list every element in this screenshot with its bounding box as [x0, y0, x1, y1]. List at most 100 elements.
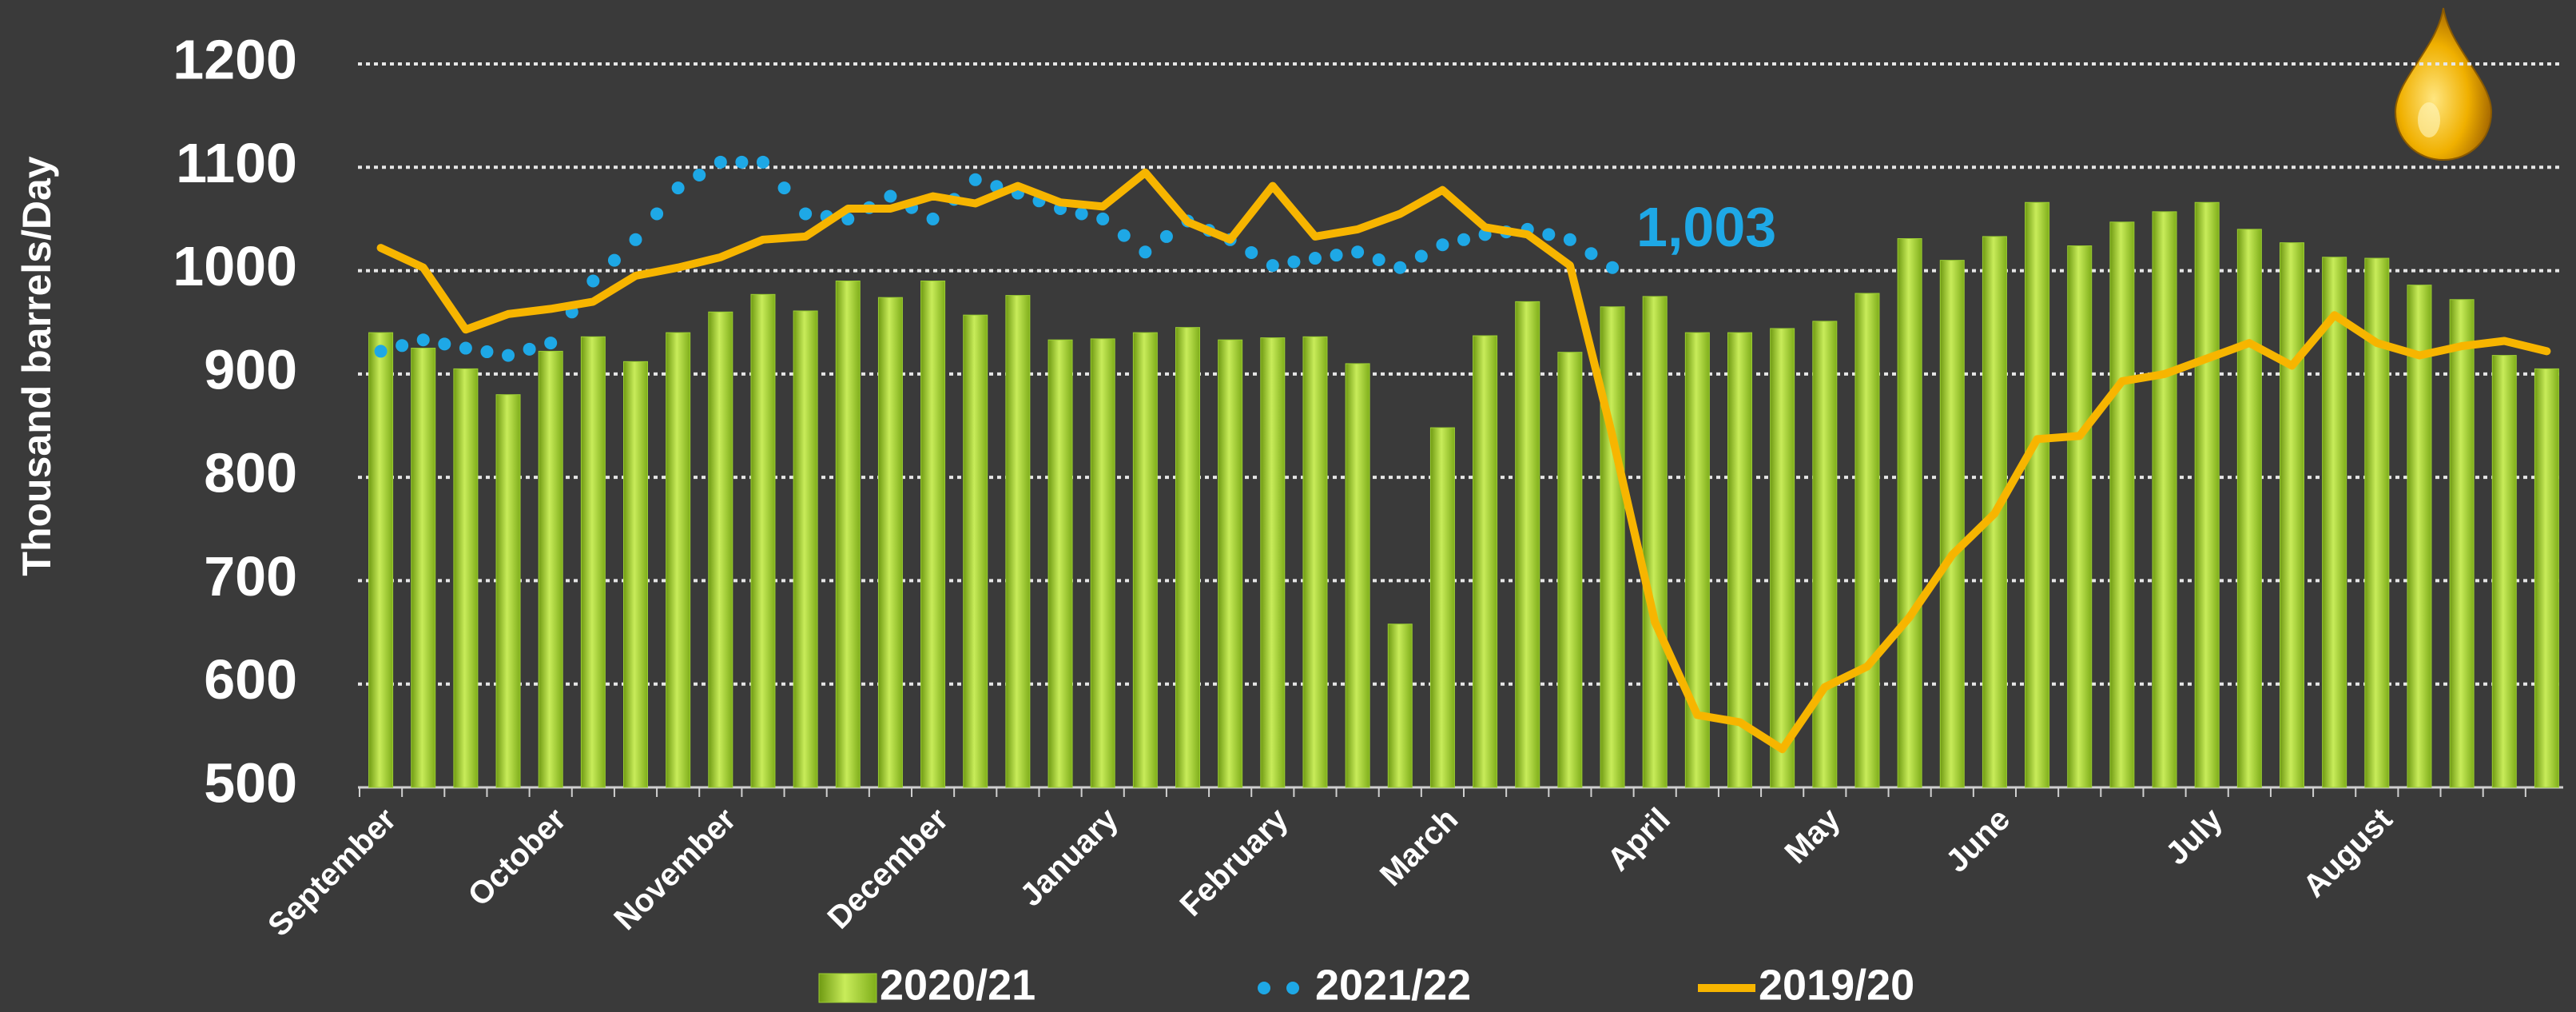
- bar: [1516, 301, 1540, 787]
- x-tick-label: May: [1779, 801, 1848, 871]
- line-dot: [1139, 245, 1151, 258]
- line-dot-connector: [608, 254, 621, 267]
- y-tick-label: 1200: [173, 28, 297, 90]
- line-dot-connector: [438, 337, 451, 350]
- bar: [1600, 307, 1624, 787]
- bar: [1218, 340, 1242, 787]
- bar: [1558, 353, 1582, 787]
- line-dot: [1351, 245, 1364, 258]
- line-dot: [884, 189, 896, 202]
- line-dot: [1096, 213, 1109, 225]
- bar: [1388, 624, 1412, 787]
- line-dot-connector: [693, 169, 706, 181]
- legend-label: 2019/20: [1759, 961, 1914, 1009]
- x-tick-label: June: [1939, 802, 2017, 879]
- x-tick-label: July: [2159, 801, 2229, 871]
- bar: [1771, 329, 1795, 787]
- line-dot-connector: [1245, 246, 1258, 259]
- bar: [666, 333, 690, 787]
- bar: [2237, 229, 2261, 787]
- bar: [2195, 202, 2219, 787]
- bar: [1048, 340, 1072, 787]
- line-dot-connector: [1287, 256, 1300, 269]
- x-tick-label: April: [1600, 802, 1677, 879]
- y-tick-label: 600: [204, 648, 297, 711]
- bar: [751, 294, 775, 787]
- x-tick-label: December: [821, 802, 956, 936]
- bar: [1898, 238, 1922, 787]
- bar: [624, 361, 648, 787]
- bar: [1176, 328, 1200, 787]
- line-dot: [544, 337, 557, 349]
- line-dot: [757, 156, 769, 169]
- line-dot: [1564, 233, 1576, 246]
- line-dot: [459, 342, 472, 355]
- line-dot: [375, 345, 388, 357]
- bar: [1303, 337, 1327, 787]
- line-dot-connector: [1373, 253, 1385, 266]
- bar: [454, 369, 478, 787]
- legend-label: 2021/22: [1315, 961, 1471, 1009]
- line-dot-connector: [1457, 233, 1470, 246]
- line-dot: [1436, 238, 1449, 251]
- bar: [2068, 246, 2092, 787]
- x-tick-label: November: [607, 802, 742, 937]
- legend-label: 2020/21: [880, 961, 1036, 1009]
- line-dot-connector: [396, 339, 408, 352]
- data-label: 1,003: [1636, 196, 1776, 258]
- x-tick-label: February: [1173, 801, 1295, 923]
- bar: [793, 311, 817, 787]
- x-tick-label: March: [1373, 802, 1465, 893]
- y-tick-label: 800: [204, 442, 297, 504]
- y-tick-label: 900: [204, 338, 297, 400]
- bar: [2534, 369, 2558, 787]
- line-dot-connector: [1415, 249, 1428, 262]
- bar: [964, 315, 988, 787]
- y-tick-label: 1100: [176, 132, 297, 194]
- page: {"chart_data": { "type": "bar", "y_label…: [0, 0, 2576, 1012]
- line-dot: [1606, 261, 1619, 274]
- line-dot: [1393, 261, 1406, 274]
- line-dot-connector: [1584, 247, 1597, 260]
- line-dot: [969, 173, 982, 186]
- line-dot: [1309, 252, 1322, 265]
- line-dot-connector: [1542, 228, 1555, 241]
- line-dot: [927, 213, 940, 225]
- x-tick-label: August: [2296, 802, 2399, 905]
- y-tick-label: 1000: [173, 235, 297, 297]
- line-dot-connector: [480, 345, 493, 358]
- line-dot-connector: [1118, 229, 1131, 242]
- x-tick-label: October: [461, 802, 573, 914]
- bar: [1261, 338, 1285, 787]
- legend-swatch: [819, 974, 877, 1002]
- bar: [1643, 297, 1667, 787]
- bar: [709, 312, 733, 787]
- line-dot: [1266, 259, 1279, 272]
- bar: [1091, 339, 1115, 787]
- bar: [1473, 336, 1497, 787]
- line-dot: [630, 233, 642, 246]
- chart: Thousand barrels/Day 5006007008009001000…: [0, 0, 2576, 1012]
- line-dot-connector: [778, 181, 791, 194]
- y-tick-label: 700: [204, 545, 297, 608]
- bar: [1430, 428, 1454, 787]
- bar: [539, 351, 563, 787]
- line-dot-connector: [735, 156, 748, 169]
- legend-swatch: [1286, 982, 1299, 994]
- x-tick-label: September: [261, 802, 403, 943]
- line-dot: [714, 156, 727, 169]
- bar: [2492, 356, 2516, 787]
- bar: [836, 281, 860, 788]
- line-dot: [417, 333, 430, 346]
- bar: [878, 297, 902, 787]
- bar: [369, 333, 393, 787]
- bar: [1855, 293, 1879, 787]
- oil-drop-icon: [2395, 8, 2491, 160]
- line-dot-connector: [1075, 207, 1088, 220]
- line: [381, 173, 2547, 749]
- line-dot-connector: [1160, 230, 1173, 243]
- bar: [1813, 321, 1837, 787]
- line-dot-connector: [523, 343, 536, 356]
- bar: [411, 349, 435, 787]
- legend-swatch: [1258, 982, 1270, 994]
